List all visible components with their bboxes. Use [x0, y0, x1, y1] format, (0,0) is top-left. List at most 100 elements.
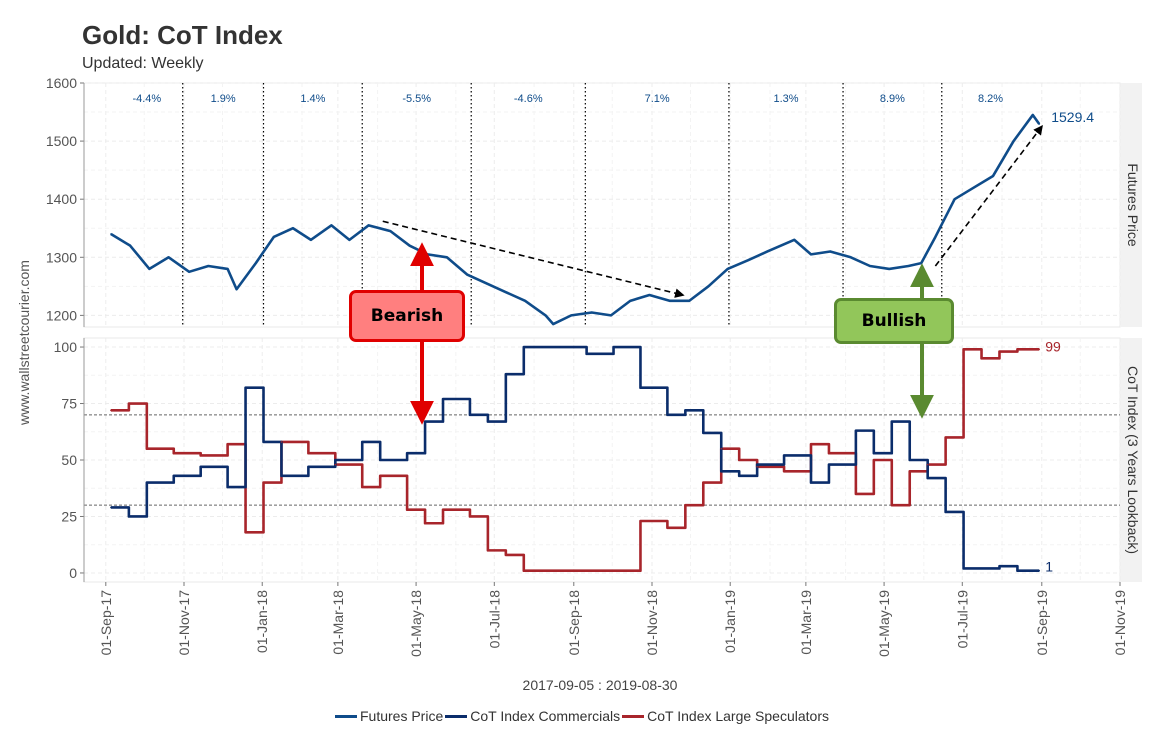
- interval-return-label: -4.4%: [132, 93, 161, 105]
- futures-price-point: [367, 224, 370, 227]
- legend-label-futures: Futures Price: [359, 708, 444, 724]
- date-range-label: 2017-09-05 : 2019-08-30: [522, 677, 678, 693]
- commercials-point: [442, 398, 444, 400]
- speculators-point: [442, 508, 444, 511]
- xtick-label: 01-Jul-18: [486, 590, 502, 649]
- commercials-point: [666, 414, 669, 416]
- futures-price-point: [310, 239, 312, 241]
- speculators-point: [334, 463, 337, 466]
- futures-price-point: [148, 268, 151, 270]
- commercials-end-label: 1: [1045, 559, 1053, 575]
- futures-price-point: [1012, 140, 1015, 142]
- commercials-point: [1016, 569, 1019, 572]
- futures-price-point: [255, 262, 257, 264]
- futures-price-point: [110, 233, 112, 235]
- speculators-point: [738, 459, 740, 461]
- interval-return-label: 8.2%: [978, 93, 1003, 105]
- bottom-ytick-label: 75: [61, 396, 77, 412]
- speculators-point: [890, 504, 893, 506]
- futures-price-point: [992, 175, 994, 177]
- futures-price-point: [408, 244, 411, 247]
- futures-price-point: [129, 244, 131, 247]
- speculators-point: [908, 470, 911, 473]
- interval-return-label: 8.9%: [880, 93, 905, 105]
- futures-price-point: [688, 300, 690, 302]
- chart-title: Gold: CoT Index: [82, 20, 283, 50]
- futures-price-point: [389, 230, 392, 232]
- commercials-point: [244, 386, 247, 389]
- futures-price-point: [235, 288, 238, 291]
- speculators-point: [980, 357, 983, 360]
- commercials-point: [612, 346, 615, 348]
- commercials-point: [280, 475, 283, 477]
- legend-item-speculators: CoT Index Large Speculators: [622, 708, 829, 724]
- futures-price-point: [707, 285, 710, 288]
- speculators-point: [828, 452, 830, 455]
- speculators-point: [424, 522, 426, 525]
- speculators-point: [585, 569, 588, 572]
- speculators-point: [540, 569, 543, 572]
- speculators-point: [998, 350, 1001, 353]
- futures-price-point: [953, 198, 956, 200]
- speculators-point: [1016, 348, 1019, 351]
- legend-label-commercials: CoT Index Commercials: [470, 708, 621, 724]
- futures-price-point: [648, 294, 651, 296]
- commercials-point: [980, 567, 983, 570]
- speculators-point: [720, 447, 723, 450]
- speculators-point: [226, 443, 229, 445]
- futures-price-point: [348, 239, 351, 241]
- speculators-point: [172, 452, 175, 455]
- bottom-ytick-label: 100: [54, 339, 78, 355]
- futures-price-point: [167, 256, 170, 259]
- futures-price-point: [1038, 123, 1041, 125]
- commercials-point: [172, 475, 175, 477]
- xtick-label: 01-Jul-19: [954, 590, 970, 649]
- commercials-point: [199, 465, 202, 468]
- speculators-end-label: 99: [1045, 338, 1061, 354]
- speculators-point: [128, 402, 130, 405]
- legend-item-commercials: CoT Index Commercials: [445, 708, 620, 724]
- speculators-point: [244, 531, 247, 534]
- speculators-point: [505, 554, 507, 556]
- speculators-point: [361, 486, 364, 488]
- interval-return-label: -4.6%: [514, 93, 543, 105]
- bottom-ytick-label: 25: [61, 508, 77, 524]
- speculators-point: [469, 515, 471, 518]
- futures-price-point: [793, 239, 796, 241]
- commercials-point: [128, 515, 130, 518]
- futures-price-point: [973, 186, 975, 189]
- top-strip-background: [1120, 83, 1142, 327]
- futures-price-point: [446, 256, 448, 259]
- commercials-point: [962, 567, 965, 570]
- futures-price-point: [747, 259, 749, 261]
- commercials-point: [226, 486, 229, 488]
- speculators-point: [756, 465, 758, 468]
- commercials-point: [720, 470, 723, 473]
- chart-subtitle: Updated: Weekly: [82, 55, 204, 72]
- futures-price-point: [524, 300, 526, 302]
- commercials-point: [558, 346, 561, 348]
- top-ytick-label: 1200: [46, 307, 77, 323]
- commercials-point: [810, 481, 812, 484]
- xtick-label: 01-May-19: [876, 590, 892, 657]
- futures-price-point: [920, 262, 923, 264]
- futures-price-point: [485, 282, 488, 285]
- speculators-point: [199, 454, 202, 457]
- top-ytick-label: 1600: [46, 75, 77, 91]
- xtick-label: 01-Sep-18: [566, 590, 582, 656]
- futures-price-point: [610, 314, 612, 317]
- interval-return-label: 7.1%: [645, 93, 670, 105]
- xtick-label: 01-Nov-17: [176, 590, 192, 656]
- speculators-point: [639, 520, 642, 522]
- legend-swatch-speculators: [622, 714, 645, 718]
- commercials-point: [639, 386, 642, 389]
- speculators-line: [110, 347, 1040, 573]
- xtick-label: 01-Sep-19: [1034, 590, 1050, 656]
- bottom-ytick-label: 0: [69, 565, 77, 581]
- futures-price-point: [552, 323, 555, 325]
- futures-price-point: [1032, 114, 1034, 116]
- commercials-point: [424, 420, 426, 423]
- speculators-point: [926, 463, 929, 466]
- bottom-ytick-label: 50: [61, 452, 77, 468]
- interval-return-label: -5.5%: [402, 93, 431, 105]
